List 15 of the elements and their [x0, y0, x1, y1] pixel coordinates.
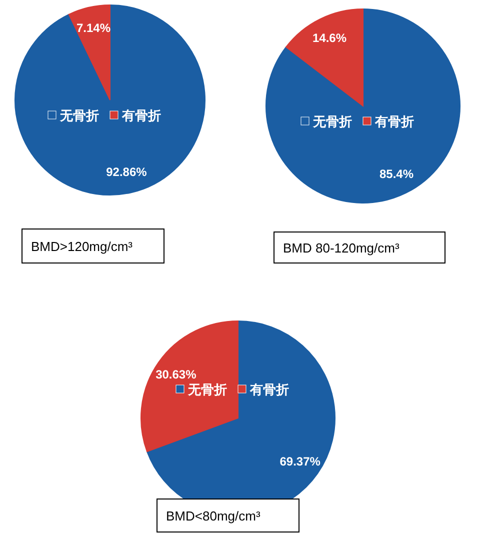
legend-label: 有骨折 — [249, 382, 289, 397]
legend-label: 有骨折 — [374, 114, 414, 129]
data-label: 92.86% — [106, 165, 148, 180]
text: BMD<80mg/cm³ — [166, 508, 261, 524]
data-label: 85.4% — [379, 166, 414, 181]
text: BMD 80-120mg/cm³ — [283, 240, 400, 256]
legend-label: 无骨折 — [59, 108, 99, 123]
data-label: 69.37% — [280, 454, 321, 468]
text: BMD>120mg/cm³ — [31, 239, 134, 254]
data-label: 30.63% — [156, 368, 197, 382]
legend-label: 有骨折 — [121, 108, 161, 123]
legend-label: 无骨折 — [312, 114, 352, 129]
legend-label: 无骨折 — [187, 382, 227, 397]
data-label: 14.6% — [312, 31, 347, 46]
data-label: 7.14% — [76, 20, 111, 35]
